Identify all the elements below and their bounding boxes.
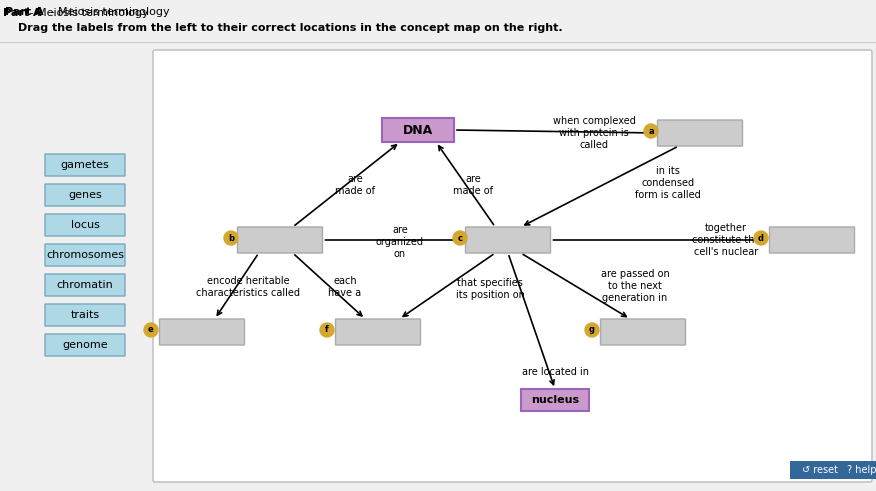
FancyBboxPatch shape [45, 274, 125, 296]
Circle shape [144, 323, 158, 337]
FancyBboxPatch shape [769, 227, 854, 253]
Text: f: f [325, 326, 328, 334]
FancyBboxPatch shape [382, 118, 454, 142]
FancyBboxPatch shape [843, 461, 876, 479]
Text: when complexed
with protein is
called: when complexed with protein is called [553, 116, 635, 150]
Text: g: g [589, 326, 595, 334]
Circle shape [224, 231, 238, 245]
Text: gametes: gametes [60, 160, 110, 170]
Circle shape [453, 231, 467, 245]
Text: Drag the labels from the left to their correct locations in the concept map on t: Drag the labels from the left to their c… [18, 23, 562, 33]
Text: d: d [758, 234, 764, 243]
FancyBboxPatch shape [45, 184, 125, 206]
FancyBboxPatch shape [465, 227, 550, 253]
FancyBboxPatch shape [153, 50, 872, 482]
Text: are
organized
on: are organized on [376, 225, 424, 259]
Text: each
have a: each have a [328, 276, 362, 298]
Circle shape [320, 323, 334, 337]
Text: genome: genome [62, 340, 108, 350]
Text: encode heritable
characteristics called: encode heritable characteristics called [196, 276, 300, 298]
FancyBboxPatch shape [237, 227, 322, 253]
FancyBboxPatch shape [45, 304, 125, 326]
Text: are passed on
to the next
generation in: are passed on to the next generation in [601, 269, 669, 303]
Text: in its
condensed
form is called: in its condensed form is called [635, 166, 701, 200]
Circle shape [754, 231, 768, 245]
Text: together
constitute the
cell's nuclear: together constitute the cell's nuclear [692, 223, 760, 257]
Text: traits: traits [70, 310, 100, 320]
Circle shape [585, 323, 599, 337]
FancyBboxPatch shape [45, 214, 125, 236]
Text: are
made of: are made of [453, 174, 493, 196]
FancyBboxPatch shape [790, 461, 850, 479]
Text: c: c [457, 234, 463, 243]
FancyBboxPatch shape [521, 389, 589, 411]
FancyBboxPatch shape [336, 319, 420, 345]
Text: b: b [228, 234, 234, 243]
Text: a: a [648, 127, 653, 136]
Text: - Meiosis terminology: - Meiosis terminology [26, 8, 149, 18]
Text: that specifies
its position on: that specifies its position on [456, 278, 525, 300]
Text: ↺ reset: ↺ reset [802, 465, 838, 475]
FancyBboxPatch shape [658, 120, 743, 146]
Text: DNA: DNA [403, 124, 433, 136]
Text: are
made of: are made of [335, 174, 375, 196]
FancyBboxPatch shape [45, 154, 125, 176]
Text: chromosomes: chromosomes [46, 250, 124, 260]
FancyBboxPatch shape [601, 319, 686, 345]
Text: genes: genes [68, 190, 102, 200]
Text: ? help: ? help [847, 465, 876, 475]
Text: nucleus: nucleus [531, 395, 579, 405]
FancyBboxPatch shape [45, 334, 125, 356]
Text: Part A: Part A [5, 7, 44, 17]
Circle shape [644, 124, 658, 138]
Text: chromatin: chromatin [57, 280, 113, 290]
FancyBboxPatch shape [45, 244, 125, 266]
Text: Part A: Part A [3, 8, 42, 18]
Text: e: e [148, 326, 154, 334]
FancyBboxPatch shape [159, 319, 244, 345]
Text: locus: locus [71, 220, 100, 230]
Text: are located in: are located in [521, 367, 589, 377]
Text: - Meiosis terminology: - Meiosis terminology [47, 7, 170, 17]
